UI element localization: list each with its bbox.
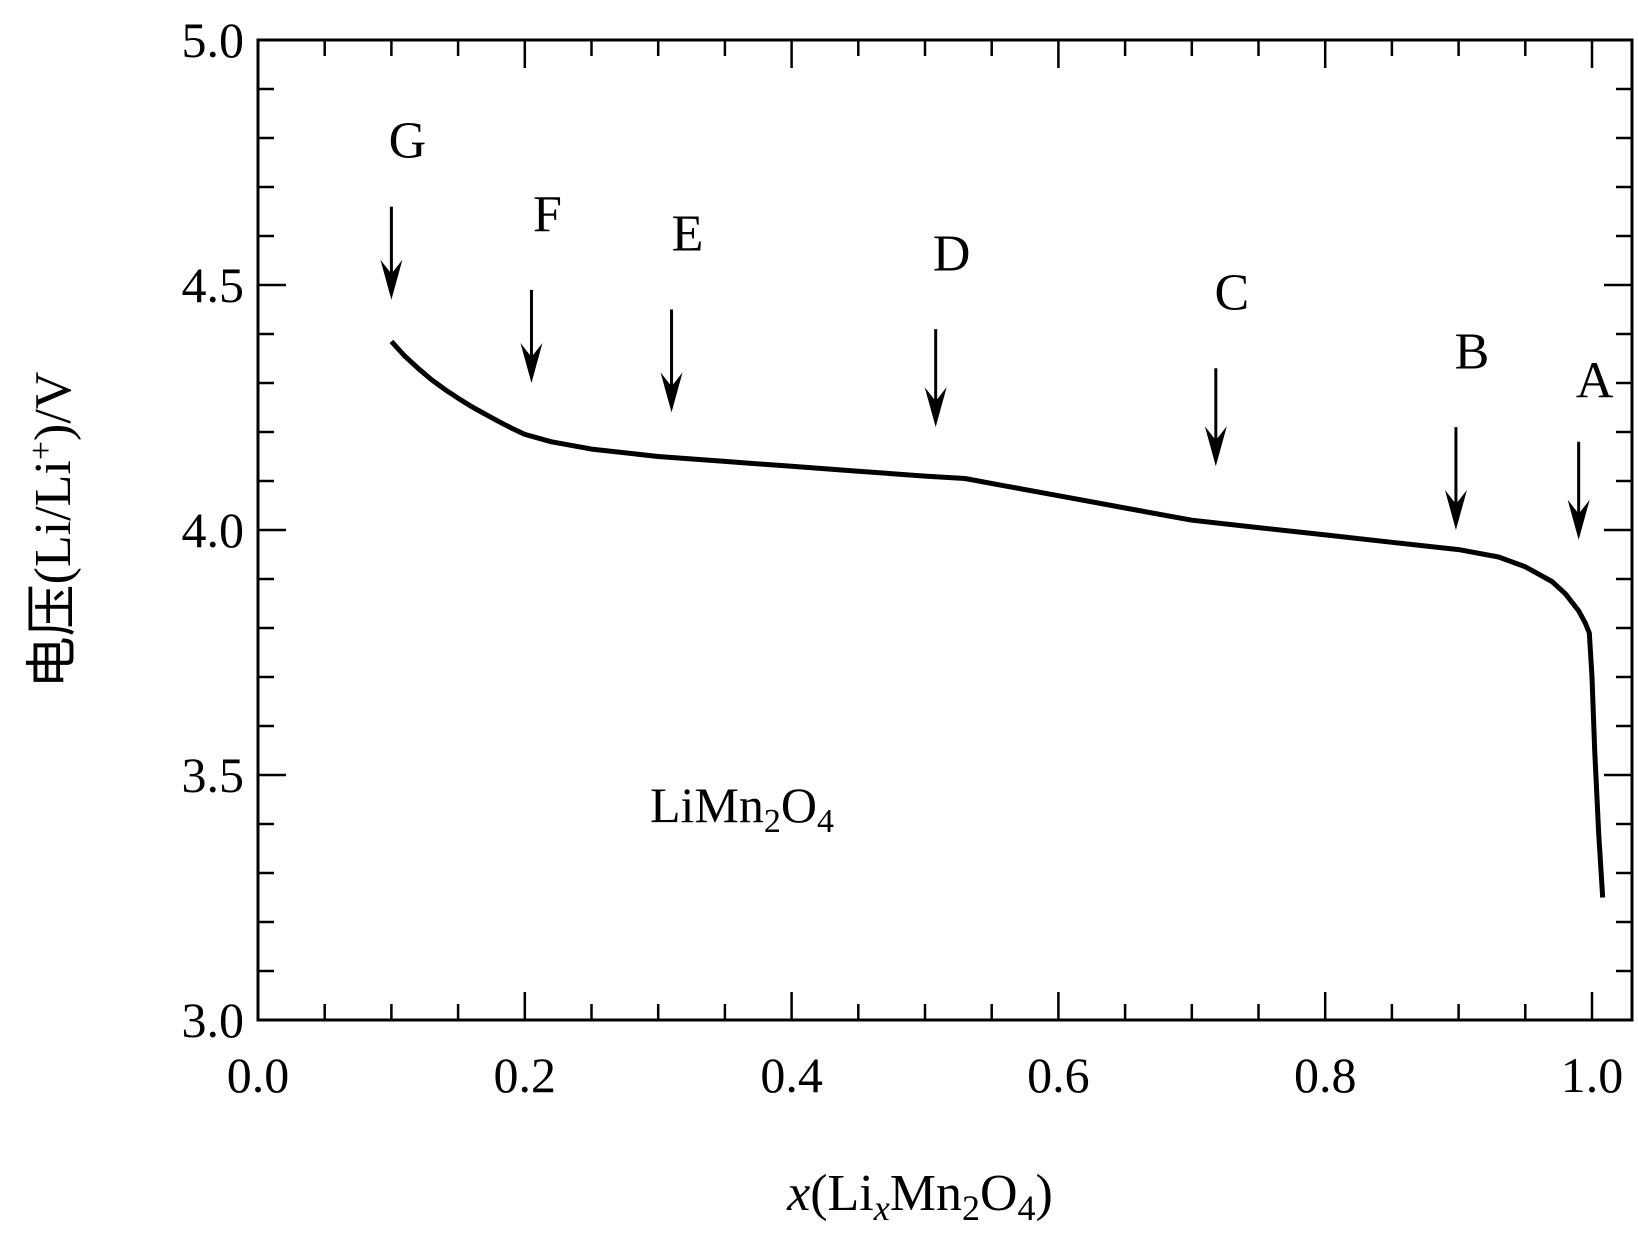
- x-tick-label: 1.0: [1561, 1047, 1624, 1103]
- marker-label: F: [533, 186, 562, 243]
- x-tick-label: 0.8: [1294, 1047, 1357, 1103]
- marker-label: A: [1576, 353, 1614, 410]
- marker-arrow-head: [1444, 490, 1467, 530]
- marker-arrow-head: [924, 387, 947, 428]
- marker-label: B: [1455, 323, 1490, 380]
- y-tick-label: 4.5: [182, 257, 245, 313]
- y-axis-title: 电压(Li/Li+)/V: [23, 372, 82, 689]
- marker-arrow-head: [1204, 426, 1227, 467]
- axis-ticks: [256, 38, 1632, 1022]
- marker-arrow-head: [380, 259, 403, 300]
- marker-arrow-head: [1567, 499, 1590, 540]
- y-tick-label: 4.0: [182, 502, 245, 558]
- marker-label: C: [1214, 265, 1249, 322]
- plot-frame: [256, 38, 1634, 1022]
- marker-arrow-head: [660, 372, 683, 413]
- plot-annotation: LiMn2O4: [650, 777, 834, 840]
- marker-arrow-head: [520, 343, 543, 383]
- marker-label: G: [389, 113, 427, 170]
- x-tick-label: 0.2: [494, 1047, 557, 1103]
- x-axis-title: x(LixMn2O4): [786, 1165, 1053, 1228]
- x-tick-label: 0.6: [1027, 1047, 1090, 1103]
- marker-label: E: [672, 206, 704, 263]
- y-tick-label: 5.0: [182, 12, 245, 68]
- x-tick-label: 0.4: [760, 1047, 823, 1103]
- marker-label: D: [933, 225, 971, 282]
- tick-labels: 0.0 0.2 0.4 0.6 0.8 1.0 3.0 3.5 4.0 4.5 5.0: [182, 12, 1624, 1103]
- x-tick-label: 0.0: [227, 1047, 290, 1103]
- y-tick-label: 3.0: [182, 992, 245, 1048]
- point-markers: A B C D E F G: [380, 113, 1614, 540]
- y-tick-label: 3.5: [182, 747, 245, 803]
- series-line: [389, 339, 1606, 898]
